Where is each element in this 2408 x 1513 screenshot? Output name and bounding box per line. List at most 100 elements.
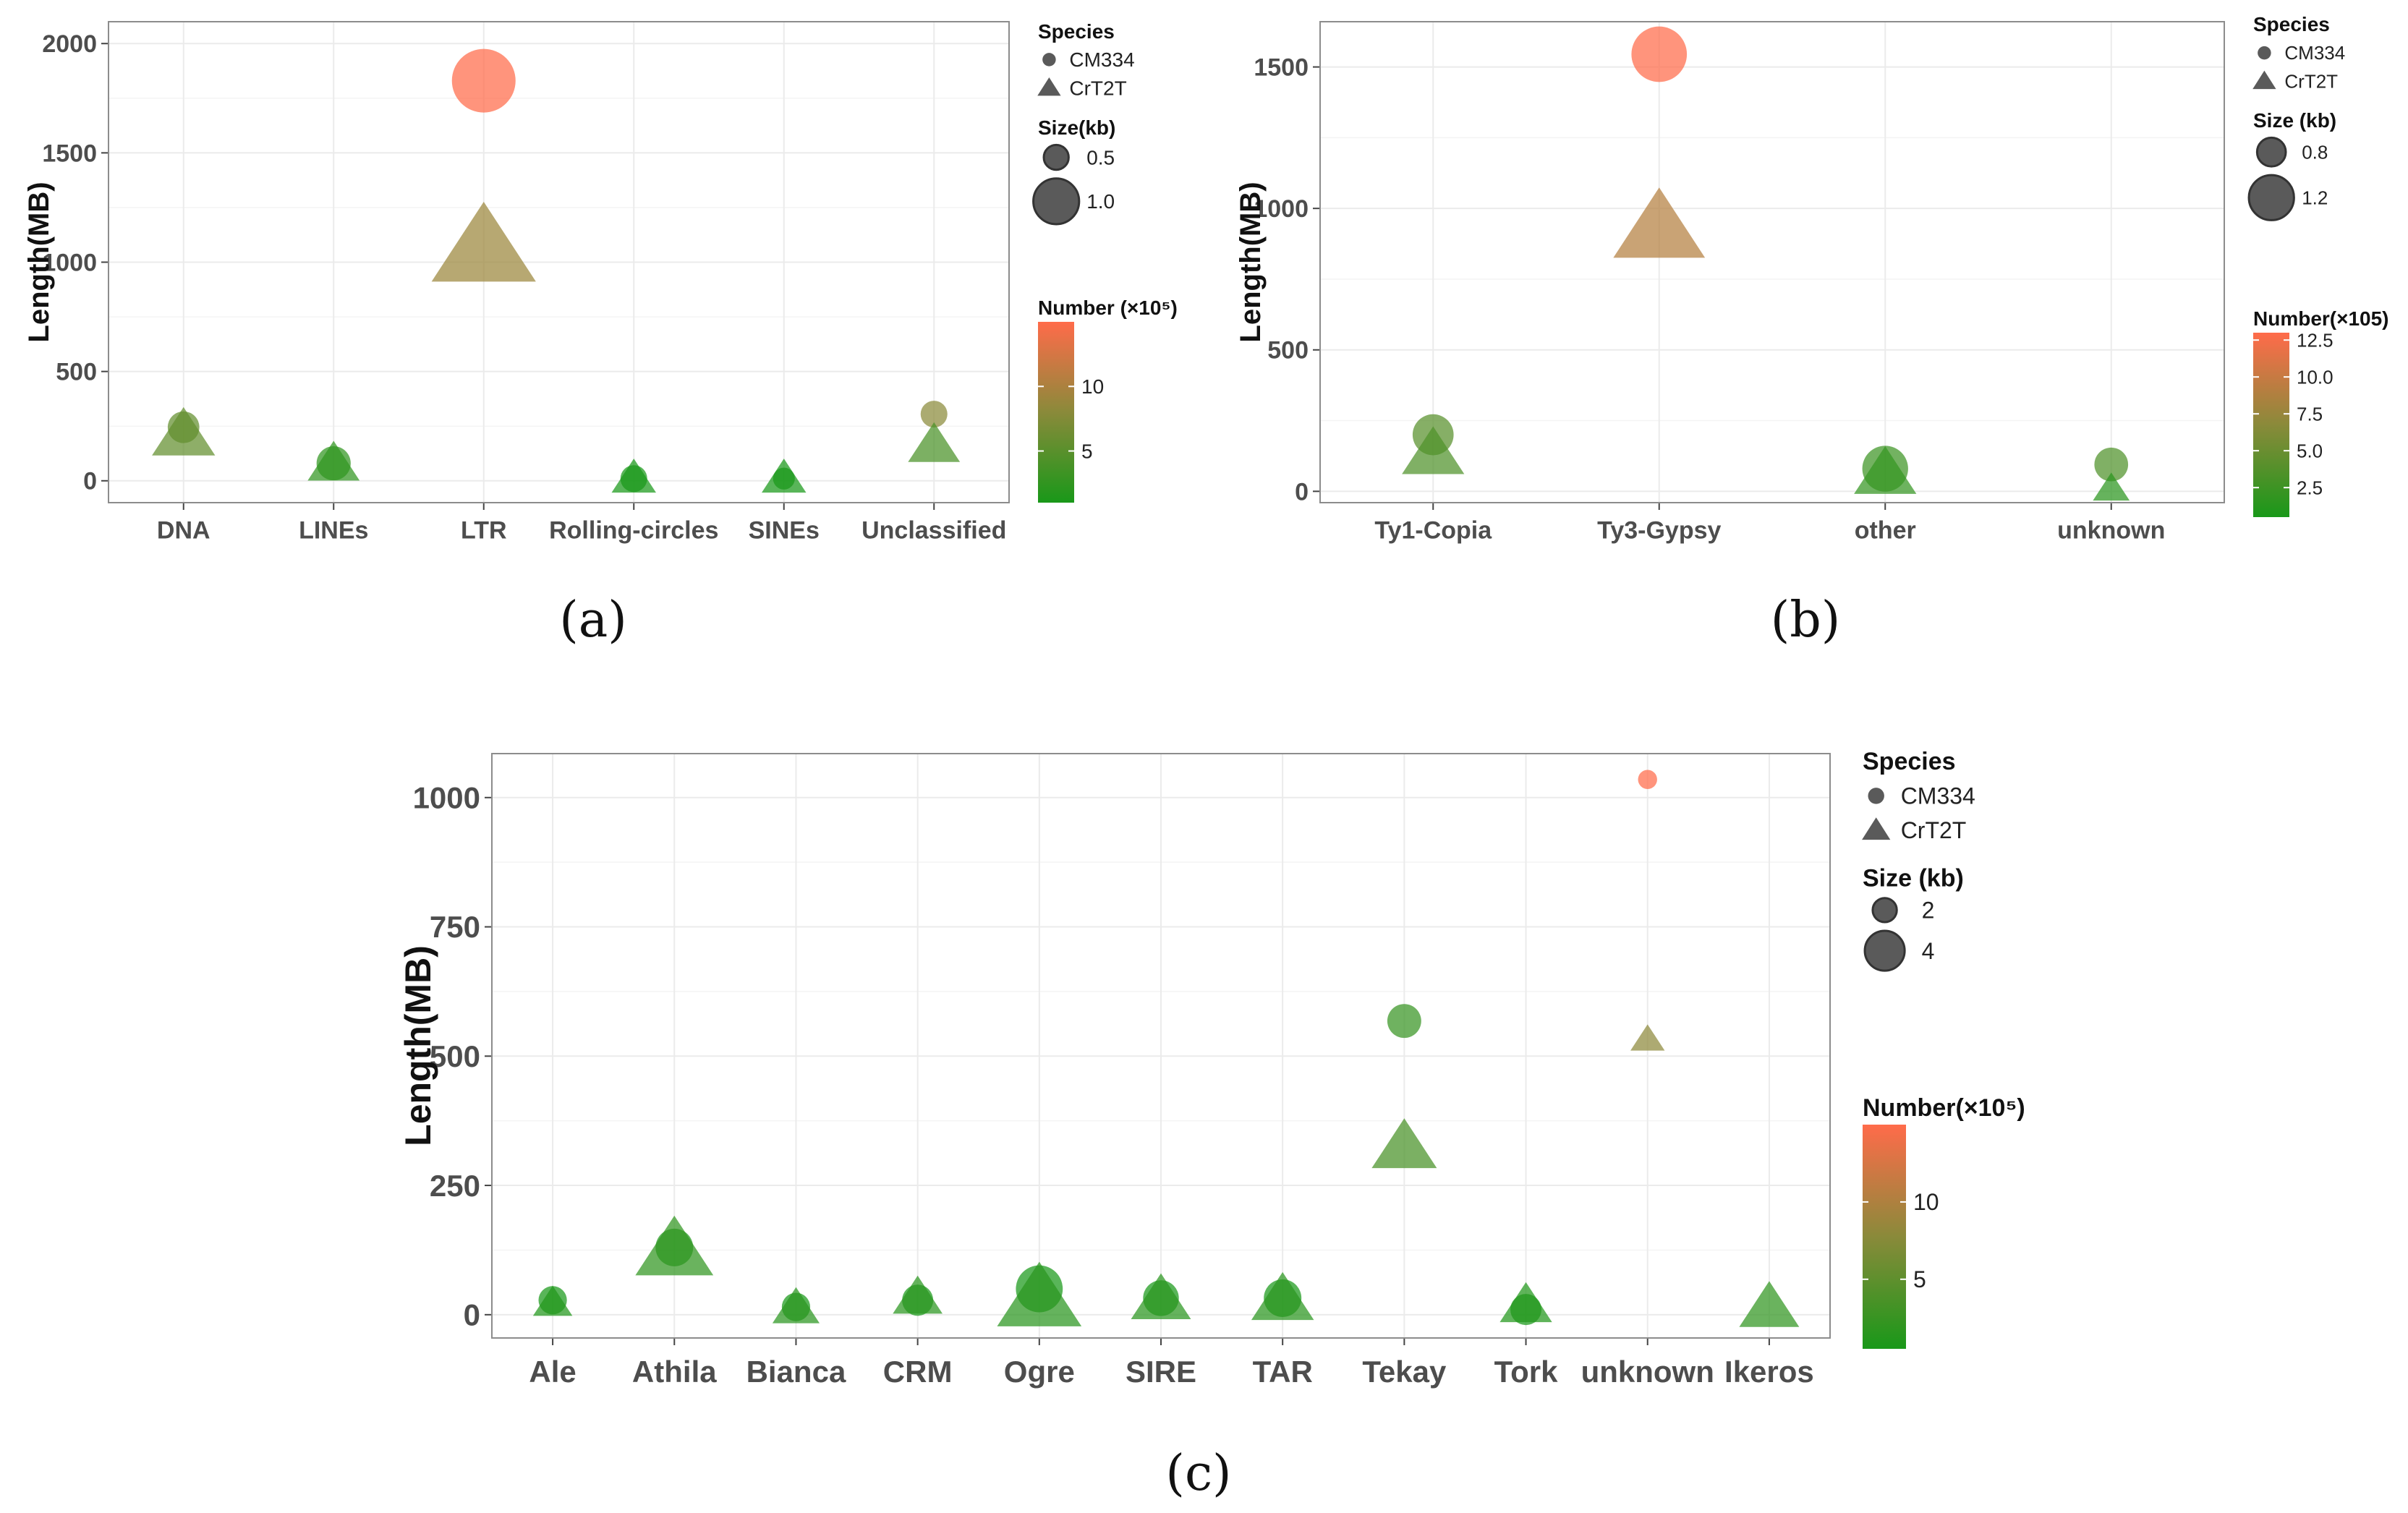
point-crt2t-bianca <box>772 1287 820 1324</box>
legend-number-title: Number (×10⁵) <box>1038 297 1178 319</box>
legend-size-circle-icon <box>2255 136 2287 168</box>
x-tick-label: Athila <box>632 1355 717 1389</box>
x-tick-label: SIRE <box>1126 1355 1196 1389</box>
x-tick-label: DNA <box>157 516 210 544</box>
plot-area <box>1320 22 2224 503</box>
panel-border <box>1319 21 2225 503</box>
point-crt2t-sire <box>1131 1273 1191 1320</box>
point-crt2t-unknown <box>1630 1024 1665 1051</box>
point-cm334-unclassified <box>920 401 948 428</box>
x-tick-label: unknown <box>2057 516 2165 544</box>
x-tick-label: CRM <box>883 1355 953 1389</box>
x-tick-label: Rolling-circles <box>549 516 718 544</box>
x-tick-label: Ogre <box>1004 1355 1075 1389</box>
x-tick-label: Ty1-Copia <box>1374 516 1492 544</box>
legend-size-circle-icon <box>2247 174 2295 221</box>
point-cm334-ty3-gypsy <box>1631 26 1688 82</box>
legend-size-label: 1.2 <box>2302 187 2328 208</box>
y-tick-label: 500 <box>1267 337 1309 365</box>
point-cm334-unknown <box>2094 447 2129 482</box>
legend-triangle-icon <box>1037 77 1061 96</box>
panel-border <box>491 753 1831 1339</box>
legend-number-label: 10 <box>1913 1189 1939 1215</box>
y-tick-label: 1500 <box>42 140 97 167</box>
point-crt2t-ty1-copia <box>1402 426 1465 474</box>
y-tick-label: 0 <box>83 468 97 495</box>
x-tick-label: Bianca <box>746 1355 846 1389</box>
x-tick-label: Tekay <box>1362 1355 1447 1389</box>
legend-species-label: CrT2T <box>2284 70 2338 92</box>
y-tick-label: 0 <box>464 1298 480 1332</box>
legend-size-title: Size (kb) <box>2253 109 2336 132</box>
y-axis-title: Length(MB) <box>23 182 55 342</box>
y-tick-label: 0 <box>1295 478 1309 506</box>
legend-species-label: CM334 <box>1069 48 1134 71</box>
legend-number-title: Number(×105) <box>2253 307 2389 330</box>
x-tick-label: Unclassified <box>861 516 1006 544</box>
y-tick-label: 1000 <box>413 780 480 814</box>
y-tick-label: 1000 <box>1254 195 1309 223</box>
legend-colorbar <box>1863 1125 1906 1349</box>
x-tick-label: unknown <box>1581 1355 1714 1389</box>
legend-number-label: 7.5 <box>2297 403 2323 425</box>
x-tick-label: SINEs <box>749 516 820 544</box>
legend-colorbar <box>2253 333 2289 517</box>
point-crt2t-crm <box>893 1275 943 1314</box>
legend-triangle-icon <box>1862 817 1891 840</box>
y-tick-label: 2000 <box>42 30 97 58</box>
panel-border <box>108 21 1010 503</box>
point-crt2t-lines <box>307 440 360 481</box>
legend-species-label: CrT2T <box>1901 817 1967 843</box>
point-cm334-tekay <box>1387 1004 1421 1039</box>
point-crt2t-unknown <box>2093 472 2130 501</box>
legend-species-title: Species <box>2253 13 2330 35</box>
x-tick-label: Ty3-Gypsy <box>1597 516 1721 544</box>
legend-number-label: 5 <box>1081 440 1093 462</box>
y-tick-label: 250 <box>430 1169 480 1203</box>
x-tick-label: LTR <box>461 516 507 544</box>
point-crt2t-ltr <box>431 201 536 282</box>
legend-size-circle-icon <box>1042 143 1070 171</box>
legend-size-title: Size(kb) <box>1038 116 1115 139</box>
y-tick-label: 750 <box>430 910 480 944</box>
point-crt2t-ale <box>532 1285 573 1316</box>
legend-number-title: Number(×10⁵) <box>1863 1094 2025 1122</box>
y-tick-label: 500 <box>56 359 97 386</box>
legend-number-label: 5 <box>1913 1266 1926 1292</box>
legend-number-label: 10.0 <box>2297 366 2333 388</box>
point-crt2t-ty3-gypsy <box>1613 187 1706 258</box>
point-crt2t-other <box>1854 446 1917 494</box>
x-tick-label: other <box>1855 516 1916 544</box>
legend-species-label: CrT2T <box>1069 77 1126 99</box>
point-crt2t-tork <box>1499 1282 1552 1323</box>
point-crt2t-tar <box>1251 1271 1314 1321</box>
panel-a: 0 500 1000 1500 2000 DNA LINEs LTR Rolling-circl… <box>23 20 1178 544</box>
caption-a: (a) <box>559 592 627 649</box>
legend-size-circle-icon <box>1863 929 1906 972</box>
panel-c: 0 250 500 750 1000 Ale Athila Bianca CRM Ogre SIRE… <box>398 748 2025 1389</box>
legend-colorbar <box>1038 322 1074 503</box>
point-cm334-ltr <box>451 48 516 113</box>
legend-species-label: CM334 <box>1901 783 1975 809</box>
x-tick-label: TAR <box>1253 1355 1313 1389</box>
point-crt2t-sines <box>762 459 807 493</box>
legend-size-label: 2 <box>1922 898 1935 924</box>
y-tick-label: 1500 <box>1254 54 1309 81</box>
point-crt2t-ogre <box>997 1261 1082 1326</box>
legend-number-label: 12.5 <box>2297 329 2333 351</box>
legend-circle-icon <box>1042 53 1056 67</box>
caption-b: (b) <box>1771 592 1841 649</box>
legend-triangle-icon <box>2252 70 2276 90</box>
x-tick-label: Tork <box>1494 1355 1559 1389</box>
legend-species-label: CM334 <box>2284 42 2345 64</box>
legend-number-label: 5.0 <box>2297 440 2323 461</box>
legend-size-circle-icon <box>1032 177 1081 226</box>
legend-size-label: 4 <box>1922 938 1935 964</box>
point-crt2t-athila <box>635 1215 714 1276</box>
legend-size-title: Size (kb) <box>1863 865 1964 892</box>
point-cm334-unknown <box>1638 770 1657 789</box>
legend-size-label: 1.0 <box>1086 190 1115 213</box>
legend-species-title: Species <box>1038 20 1115 43</box>
caption-c: (c) <box>1165 1445 1231 1502</box>
